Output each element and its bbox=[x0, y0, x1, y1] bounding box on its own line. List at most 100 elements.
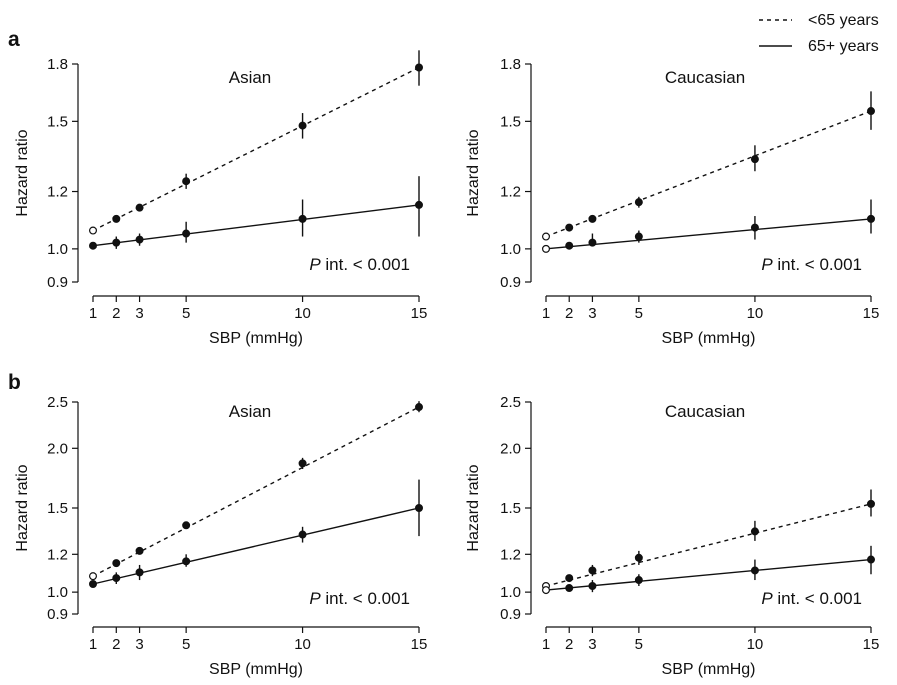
p-text: int. < 0.001 bbox=[321, 589, 410, 608]
panel-title: Caucasian bbox=[665, 68, 745, 87]
p-text: int. < 0.001 bbox=[321, 255, 410, 274]
x-tick-label: 5 bbox=[182, 305, 190, 322]
p-interaction-label: P int. < 0.001 bbox=[761, 255, 862, 274]
data-point bbox=[588, 214, 597, 223]
series-line bbox=[92, 406, 420, 577]
data-point bbox=[634, 198, 643, 207]
y-tick-label: 1.0 bbox=[500, 584, 521, 601]
y-axis-title: Hazard ratio bbox=[465, 129, 482, 216]
x-axis-title: SBP (mmHg) bbox=[209, 661, 303, 678]
chart-panel: 0.9 1.0 1.2 1.5 2.0 2.5 1 2 3 5 10 15 SBP (mmHg) Haza… bbox=[465, 394, 879, 678]
data-point bbox=[866, 499, 875, 508]
data-point bbox=[88, 572, 97, 581]
x-tick-label: 10 bbox=[294, 636, 311, 653]
data-point bbox=[298, 530, 307, 539]
data-point bbox=[750, 566, 759, 575]
y-tick-label: 1.5 bbox=[500, 113, 521, 130]
panel-letter-a: a bbox=[8, 28, 20, 51]
data-point bbox=[750, 527, 759, 536]
x-tick-label: 15 bbox=[863, 636, 880, 653]
data-point bbox=[135, 235, 144, 244]
series-line bbox=[545, 558, 872, 591]
x-tick-label: 10 bbox=[747, 636, 764, 653]
y-tick-label: 1.2 bbox=[500, 546, 521, 563]
data-point bbox=[182, 177, 191, 186]
data-point bbox=[634, 232, 643, 241]
series-65plus bbox=[541, 199, 875, 253]
y-tick-label: 1.5 bbox=[47, 500, 68, 517]
y-tick-label: 1.2 bbox=[47, 184, 68, 201]
y-axis-title: Hazard ratio bbox=[14, 464, 31, 551]
data-point bbox=[182, 557, 191, 566]
data-point bbox=[565, 223, 574, 232]
data-point bbox=[135, 203, 144, 212]
series-65plus bbox=[541, 545, 875, 595]
y-tick-label: 0.9 bbox=[500, 274, 521, 291]
data-point bbox=[112, 214, 121, 223]
data-point bbox=[112, 559, 121, 568]
x-axis-title: SBP (mmHg) bbox=[209, 330, 303, 347]
x-tick-label: 15 bbox=[863, 305, 880, 322]
data-point bbox=[135, 546, 144, 555]
chart-panel: 0.9 1.0 1.2 1.5 1.8 1 2 3 5 10 15 SBP (mmHg) Hazard … bbox=[14, 50, 427, 347]
data-point bbox=[541, 244, 550, 253]
y-tick-label: 1.5 bbox=[500, 500, 521, 517]
panel-title: Asian bbox=[229, 68, 272, 87]
data-point bbox=[565, 241, 574, 250]
series-65plus bbox=[88, 176, 424, 250]
y-tick-label: 2.0 bbox=[500, 440, 521, 457]
panel-title: Caucasian bbox=[665, 402, 745, 421]
x-tick-label: 2 bbox=[112, 305, 120, 322]
p-interaction-label: P int. < 0.001 bbox=[761, 589, 862, 608]
y-tick-label: 1.5 bbox=[47, 113, 68, 130]
data-point bbox=[588, 238, 597, 247]
data-point bbox=[88, 241, 97, 250]
x-tick-label: 3 bbox=[135, 636, 143, 653]
y-axis-title: Hazard ratio bbox=[465, 464, 482, 551]
x-tick-label: 1 bbox=[89, 305, 97, 322]
x-tick-label: 5 bbox=[635, 305, 643, 322]
series-line bbox=[92, 507, 420, 585]
y-tick-label: 2.0 bbox=[47, 440, 68, 457]
data-point bbox=[298, 121, 307, 130]
x-tick-label: 1 bbox=[542, 636, 550, 653]
x-tick-label: 5 bbox=[182, 636, 190, 653]
data-point bbox=[541, 586, 550, 595]
x-tick-label: 10 bbox=[747, 305, 764, 322]
x-tick-label: 15 bbox=[411, 636, 428, 653]
x-tick-label: 2 bbox=[565, 305, 573, 322]
series-line bbox=[545, 110, 872, 238]
y-tick-label: 1.0 bbox=[47, 241, 68, 258]
y-tick-label: 0.9 bbox=[47, 274, 68, 291]
y-tick-label: 1.0 bbox=[47, 584, 68, 601]
p-text: int. < 0.001 bbox=[773, 589, 862, 608]
data-point bbox=[634, 553, 643, 562]
data-point bbox=[112, 238, 121, 247]
x-tick-label: 15 bbox=[411, 305, 428, 322]
x-tick-label: 3 bbox=[135, 305, 143, 322]
x-tick-label: 3 bbox=[588, 305, 596, 322]
data-point bbox=[415, 504, 424, 513]
y-tick-label: 2.5 bbox=[500, 394, 521, 411]
data-point bbox=[541, 232, 550, 241]
y-tick-label: 1.2 bbox=[500, 184, 521, 201]
data-point bbox=[298, 214, 307, 223]
x-tick-label: 3 bbox=[588, 636, 596, 653]
chart-panel: 0.9 1.0 1.2 1.5 2.0 2.5 1 2 3 5 10 15 SBP (mmHg) Haza… bbox=[14, 394, 427, 678]
y-tick-label: 1.8 bbox=[500, 56, 521, 73]
p-text: int. < 0.001 bbox=[773, 255, 862, 274]
data-point bbox=[88, 226, 97, 235]
data-point bbox=[565, 574, 574, 583]
chart-panel: 0.9 1.0 1.2 1.5 1.8 1 2 3 5 10 15 SBP (mmHg) Hazard … bbox=[465, 56, 879, 347]
legend-label-65plus: 65+ years bbox=[808, 38, 879, 55]
data-point bbox=[565, 584, 574, 593]
x-tick-label: 1 bbox=[89, 636, 97, 653]
series-under65 bbox=[88, 50, 424, 235]
x-tick-label: 10 bbox=[294, 305, 311, 322]
p-interaction-label: P int. < 0.001 bbox=[309, 255, 410, 274]
series-line bbox=[545, 218, 872, 250]
data-point bbox=[866, 107, 875, 116]
data-point bbox=[415, 63, 424, 72]
legend-label-under65: <65 years bbox=[808, 12, 879, 29]
